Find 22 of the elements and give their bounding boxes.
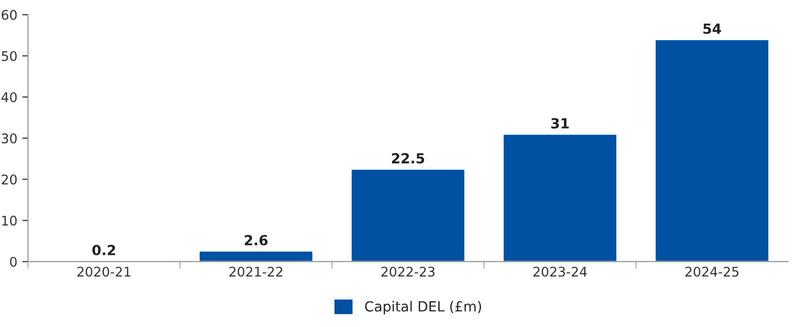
- legend-label: Capital DEL (£m): [365, 300, 482, 314]
- y-tick-label: 60: [2, 10, 17, 20]
- data-label: 22.5: [392, 153, 424, 164]
- y-tick-label: 0: [10, 256, 17, 267]
- y-tick-label: 20: [2, 174, 17, 185]
- data-label: 31: [551, 118, 569, 129]
- y-tick-label: 30: [2, 133, 17, 144]
- data-label: 0.2: [92, 244, 116, 256]
- x-tick-label: 2023-24: [533, 266, 587, 277]
- y-tick-label: 40: [1, 92, 17, 102]
- x-tick-label: 2020-21: [77, 266, 130, 277]
- bar: [198, 250, 314, 262]
- x-tick-label: 2021-22: [229, 266, 282, 277]
- bar: [654, 38, 770, 262]
- bar: [350, 168, 466, 262]
- y-tick-label: 50: [2, 51, 17, 62]
- y-tick-label: 10: [2, 216, 17, 226]
- data-label: 2.6: [244, 234, 268, 246]
- x-tick-label: 2024-25: [685, 266, 738, 277]
- data-label: 54: [703, 24, 722, 34]
- bar: [502, 133, 618, 262]
- x-tick-label: 2022-23: [381, 266, 435, 277]
